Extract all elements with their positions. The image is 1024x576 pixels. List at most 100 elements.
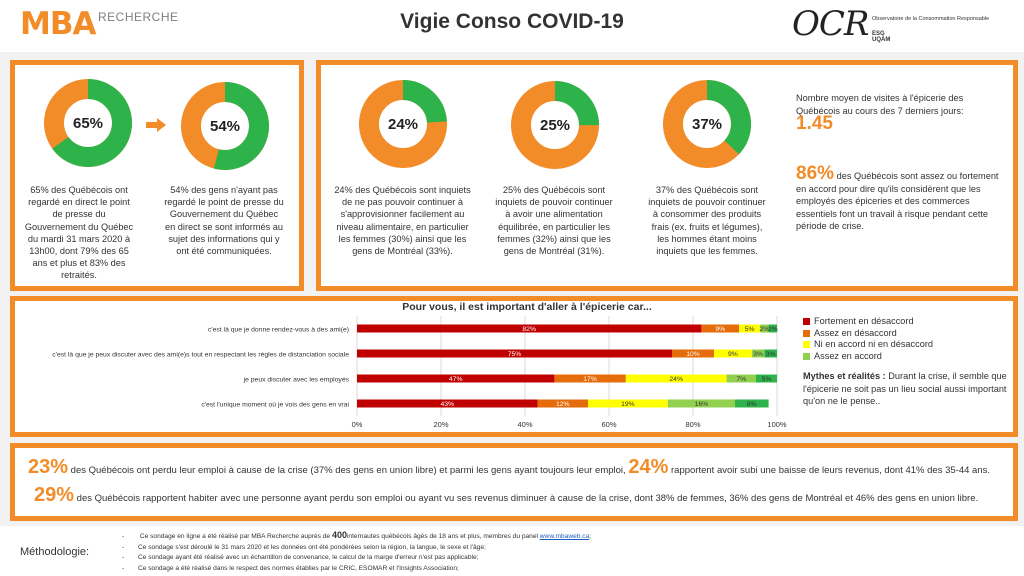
donut-fresh-products-concern: 37%: [662, 79, 752, 169]
employment-stat-line: 23% des Québécois ont perdu leur emploi …: [28, 456, 990, 479]
data-label: 3%: [753, 351, 763, 358]
donut-ring: [181, 82, 269, 170]
bar-segment: [554, 374, 626, 383]
donut-hole: [531, 101, 579, 149]
donut-hole: [683, 100, 731, 148]
chart-title: Pour vous, il est important d'aller à l'…: [402, 301, 652, 313]
methodology-item: Ce sondage s'est déroulé le 31 mars 2020…: [122, 543, 591, 554]
data-label: 10%: [686, 351, 700, 358]
household-stat-line: 29% des Québécois rapportent habiter ave…: [34, 484, 978, 507]
legend-item: Assez en désaccord: [803, 328, 933, 340]
category-label: c'est l'unique moment où je vois des gen…: [201, 402, 349, 409]
bar-segment: [760, 324, 769, 333]
bar-segment: [672, 349, 714, 358]
bar-segment: [739, 324, 761, 333]
data-label: 47%: [449, 376, 463, 383]
x-tick-label: 0%: [352, 420, 363, 429]
data-label: 5%: [762, 376, 772, 383]
mba-logo-sub: RECHERCHE: [98, 10, 179, 24]
data-label: 24%: [669, 376, 683, 383]
donut-hole: [64, 99, 112, 147]
legend-swatch: [803, 318, 810, 326]
press-watched-text: 65% des Québécois ont regardé en direct …: [24, 185, 134, 281]
bar-segment: [735, 399, 769, 408]
household-value: 29%: [34, 484, 75, 506]
legend-swatch: [803, 352, 810, 360]
x-tick-label: 100%: [767, 420, 787, 429]
x-tick-label: 20%: [433, 420, 448, 429]
category-label: c'est là que je peux discuter avec des a…: [52, 352, 349, 359]
donut-label: 25%: [539, 116, 571, 134]
supply-concern-text: 24% des Québécois sont inquiets de ne pa…: [334, 185, 471, 257]
bar-segment: [357, 324, 702, 333]
legend-label: Fortement en désaccord: [814, 316, 914, 326]
household-text: des Québécois rapportent habiter avec un…: [76, 493, 979, 504]
risk-value: 86%: [796, 163, 835, 184]
methodology-item: Ce sondage en ligne a été réalisé par MB…: [122, 530, 591, 543]
visits-value: 1.45: [796, 113, 833, 134]
data-label: 16%: [695, 401, 709, 408]
bar-segment: [537, 399, 588, 408]
donut-supply-concern: 24%: [358, 79, 448, 169]
job-loss-value: 23%: [28, 456, 69, 478]
myth-block: Mythes et réalités : Durant la crise, il…: [803, 370, 1008, 408]
bar-segment: [751, 349, 765, 358]
bar-segment: [726, 374, 756, 383]
data-label: 8%: [747, 401, 757, 408]
category-label: c'est là que je donne rendez-vous à des …: [208, 327, 349, 334]
legend-item: Ni en accord ni en désaccord: [803, 339, 933, 351]
ocr-logo: OCR Observatoire de la Consommation Resp…: [792, 4, 989, 44]
methodology-item: Ce sondage ayant été réalisé avec un éch…: [122, 553, 591, 564]
bar-segment: [701, 324, 740, 333]
balanced-diet-concern-text: 25% des Québécois sont inquiets de pouvo…: [495, 185, 613, 257]
visits-text: Nombre moyen de visites à l'épicerie des…: [796, 93, 964, 116]
legend-swatch: [803, 329, 810, 337]
bar-segment: [357, 399, 538, 408]
income-drop-text: rapportent avoir subi une baisse de leur…: [671, 465, 990, 476]
arrow-right-icon: [146, 118, 166, 132]
panel-grocery-chart: [10, 296, 1018, 437]
data-label: 2%: [759, 326, 769, 333]
income-drop-value: 24%: [628, 456, 669, 478]
bar-segment: [625, 374, 727, 383]
data-label: 19%: [621, 401, 635, 408]
donut-value-arc: [663, 80, 751, 168]
bar-segment: [357, 349, 672, 358]
ocr-logo-school: ESG UQÀM: [872, 31, 891, 43]
bar-segment: [764, 349, 777, 358]
data-label: 17%: [583, 376, 597, 383]
ocr-logo-text: OCR: [792, 4, 869, 44]
data-label: 3%: [766, 351, 776, 358]
methodology-text: ;: [589, 533, 592, 540]
donut-hole: [201, 102, 249, 150]
donut-ring: [359, 80, 447, 168]
sample-size: 400: [331, 530, 347, 540]
fresh-products-concern-text: 37% des Québécois sont inquiets de pouvo…: [648, 185, 766, 257]
data-label: 75%: [508, 351, 522, 358]
data-label: 12%: [556, 401, 570, 408]
methodology-text: Ce sondage en ligne a été réalisé par MB…: [139, 533, 331, 540]
donut-value-arc: [44, 79, 132, 167]
data-label: 82%: [522, 326, 536, 333]
bar-segment: [667, 399, 735, 408]
data-label: 5%: [745, 326, 755, 333]
data-label: 43%: [440, 401, 454, 408]
data-label: 9%: [715, 326, 725, 333]
donut-hole: [379, 100, 427, 148]
donut-value-arc: [359, 80, 447, 168]
donut-value-arc: [181, 82, 269, 170]
job-loss-text: des Québécois ont perdu leur emploi à ca…: [70, 465, 626, 476]
x-tick-label: 40%: [517, 420, 532, 429]
bar-segment: [756, 374, 777, 383]
panel-concerns: [316, 60, 1018, 291]
data-label: 9%: [728, 351, 738, 358]
donut-informed: 54%: [180, 81, 270, 171]
donut-label: 65%: [72, 114, 104, 132]
methodology-footer: Méthodologie: Ce sondage en ligne a été …: [0, 526, 1024, 576]
bar-segment: [714, 349, 752, 358]
chart-legend: Fortement en désaccord Assez en désaccord…: [803, 316, 933, 362]
panel-employment: [10, 443, 1018, 521]
bar-segment: [588, 399, 668, 408]
panel-link[interactable]: www.mbaweb.ca: [539, 533, 590, 540]
data-label: 7%: [736, 376, 746, 383]
